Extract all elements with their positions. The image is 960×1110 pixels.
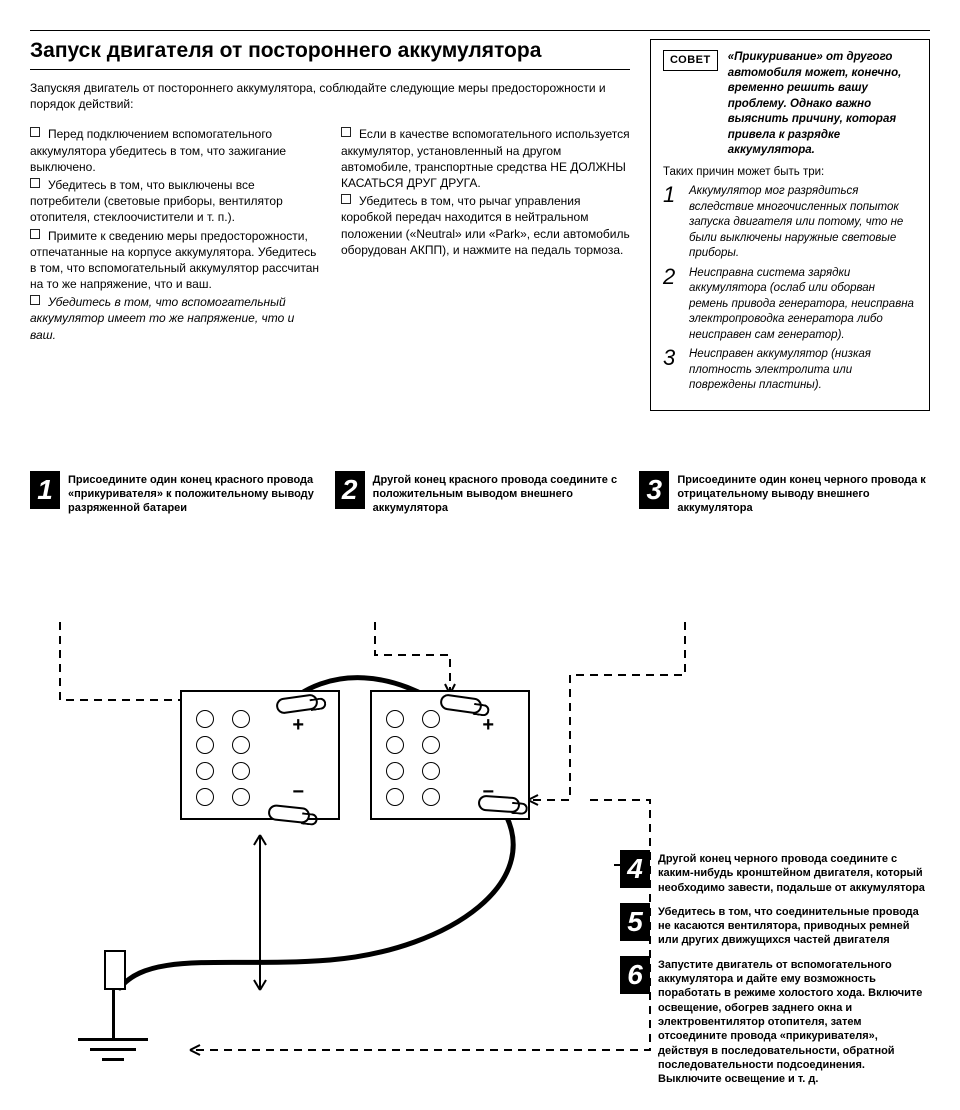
- page-title: Запуск двигателя от постороннего аккумул…: [30, 39, 630, 70]
- precautions-col-1: Перед подключением вспомогательного акку…: [30, 126, 319, 344]
- step-text: Убедитесь в том, что соединительные пров…: [650, 903, 930, 948]
- step-text: Присоедините один конец красного провода…: [60, 471, 321, 516]
- clamp-icon: [267, 804, 310, 824]
- reason-text: Аккумулятор мог разрядиться вследствие м…: [689, 184, 917, 262]
- reason-row: 1 Аккумулятор мог разрядиться вследствие…: [663, 184, 917, 262]
- reason-row: 3 Неисправен аккумулятор (низкая плотнос…: [663, 347, 917, 394]
- step-text: Запустите двигатель от вспомогательного …: [650, 956, 930, 1087]
- precautions-col-2: Если в качестве вспомогательного использ…: [341, 126, 630, 344]
- precaution-text: Если в качестве вспомогательного использ…: [341, 127, 630, 190]
- ground-icon: [78, 1038, 148, 1078]
- step-5: 5 Убедитесь в том, что соединительные пр…: [620, 903, 930, 948]
- checkbox-icon: [341, 127, 351, 137]
- step-6: 6 Запустите двигатель от вспомогательног…: [620, 956, 930, 1087]
- step-2: 2 Другой конец красного провода соединит…: [335, 471, 626, 516]
- step-text: Другой конец красного провода соедините …: [365, 471, 626, 516]
- precaution-text: Примите к сведению меры предосторожности…: [30, 229, 319, 292]
- step-text: Присоедините один конец черного провода …: [669, 471, 930, 516]
- reason-text: Неисправен аккумулятор (низкая плотность…: [689, 347, 917, 394]
- minus-icon: −: [292, 781, 304, 804]
- plus-icon: +: [292, 714, 304, 737]
- advice-lead: «Прикуривание» от другого автомобиля мож…: [728, 50, 917, 159]
- precaution-text: Убедитесь в том, что вспомогательный акк…: [30, 295, 294, 341]
- step-3: 3 Присоедините один конец черного провод…: [639, 471, 930, 516]
- step-number: 6: [620, 956, 650, 994]
- checkbox-icon: [30, 127, 40, 137]
- precaution-text: Убедитесь в том, что выключены все потре…: [30, 178, 283, 224]
- reason-number: 2: [663, 266, 683, 344]
- step-4: 4 Другой конец черного провода соедините…: [620, 850, 930, 895]
- step-number: 4: [620, 850, 650, 888]
- precaution-text: Перед подключением вспомогательного акку…: [30, 127, 286, 173]
- advice-badge: СОВЕТ: [663, 50, 718, 71]
- reason-text: Неисправна система зарядки аккумулятора …: [689, 266, 917, 344]
- advice-box: СОВЕТ «Прикуривание» от другого автомоби…: [650, 39, 930, 411]
- step-number: 1: [30, 471, 60, 509]
- step-text: Другой конец черного провода соедините с…: [650, 850, 930, 895]
- step-number: 5: [620, 903, 650, 941]
- precautions-columns: Перед подключением вспомогательного акку…: [30, 126, 630, 344]
- precaution-text: Убедитесь в том, что рычаг управления ко…: [341, 194, 630, 257]
- checkbox-icon: [30, 229, 40, 239]
- checkbox-icon: [30, 178, 40, 188]
- checkbox-icon: [341, 194, 351, 204]
- steps-row-top: 1 Присоедините один конец красного прово…: [30, 471, 930, 516]
- reason-row: 2 Неисправна система зарядки аккумулятор…: [663, 266, 917, 344]
- intro-text: Запускяя двигатель от постороннего аккум…: [30, 80, 630, 112]
- reason-number: 1: [663, 184, 683, 262]
- reason-number: 3: [663, 347, 683, 394]
- checkbox-icon: [30, 295, 40, 305]
- ground-line: [112, 988, 115, 1040]
- step-1: 1 Присоедините один конец красного прово…: [30, 471, 321, 516]
- plus-icon: +: [482, 714, 494, 737]
- clamp-icon: [477, 795, 520, 814]
- step-number: 3: [639, 471, 669, 509]
- ground-clamp-icon: [100, 950, 130, 1010]
- reasons-intro: Таких причин может быть три:: [663, 165, 917, 181]
- step-number: 2: [335, 471, 365, 509]
- steps-stack-right: 4 Другой конец черного провода соедините…: [620, 850, 930, 1094]
